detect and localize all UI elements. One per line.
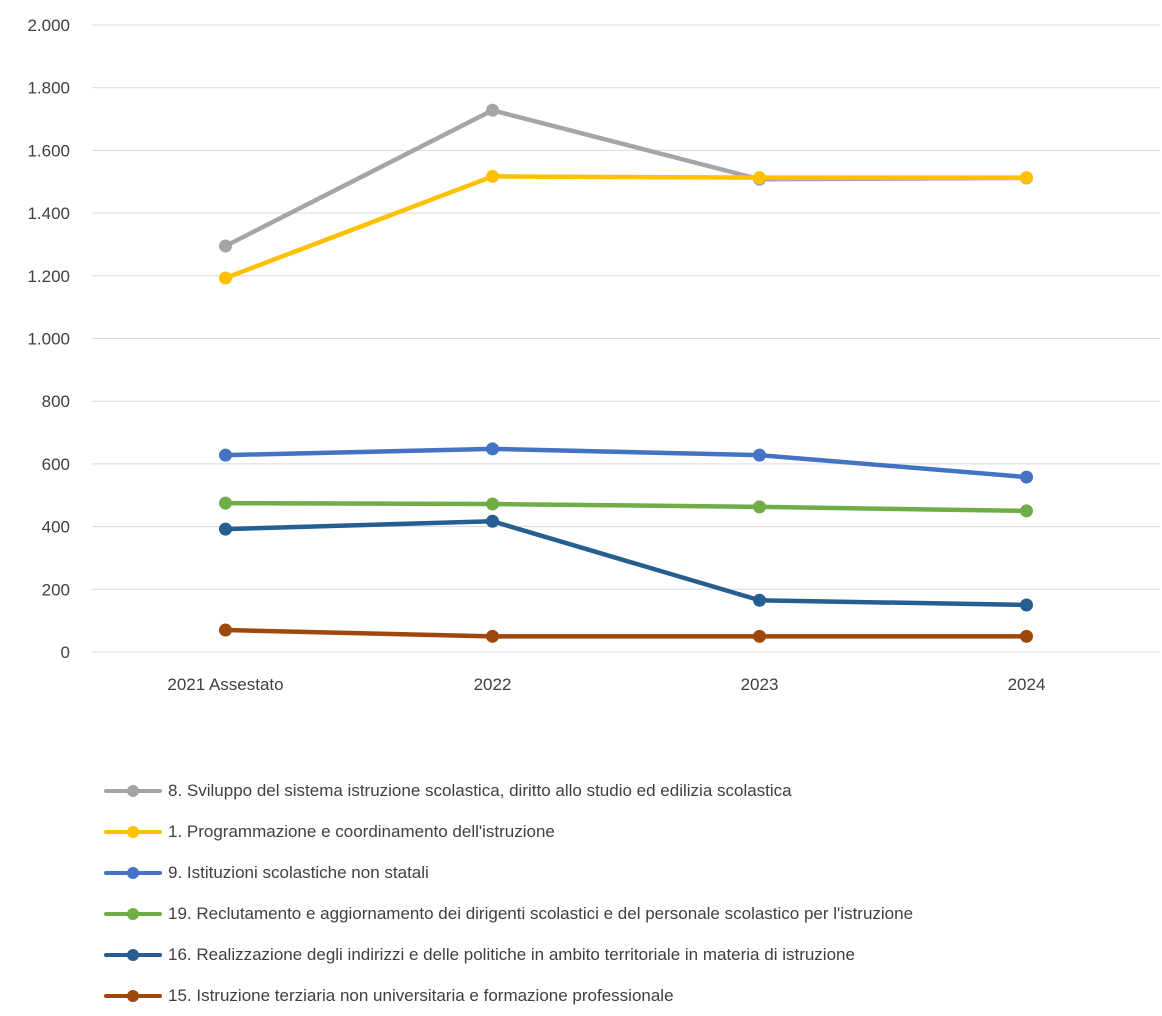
y-tick-label: 600 [42, 455, 70, 474]
x-tick-label: 2023 [741, 675, 779, 694]
data-point [486, 442, 499, 456]
series-line [223, 500, 1029, 514]
series-line [223, 174, 1029, 281]
series-line [223, 519, 1029, 608]
y-tick-label: 0 [61, 643, 70, 662]
x-tick-label: 2022 [474, 675, 512, 694]
data-point [219, 623, 232, 637]
data-point [1020, 598, 1033, 612]
legend: 8. Sviluppo del sistema istruzione scola… [104, 770, 913, 1016]
legend-item: 16. Realizzazione degli indirizzi e dell… [104, 934, 913, 975]
legend-swatch [104, 948, 162, 961]
legend-item: 8. Sviluppo del sistema istruzione scola… [104, 770, 913, 811]
y-tick-label: 2.000 [27, 16, 70, 35]
legend-swatch [104, 907, 162, 920]
data-point [486, 629, 499, 643]
legend-swatch [104, 989, 162, 1002]
data-point [219, 271, 232, 285]
legend-label: 19. Reclutamento e aggiornamento dei dir… [168, 903, 914, 923]
series-line [223, 446, 1029, 480]
data-point [753, 629, 766, 643]
y-tick-label: 1.600 [27, 141, 70, 160]
x-tick-label: 2021 Assestato [167, 675, 283, 694]
data-point [219, 496, 232, 510]
legend-label: 1. Programmazione e coordinamento dell'i… [168, 821, 555, 841]
data-point [753, 171, 766, 185]
data-point [1020, 171, 1033, 185]
legend-label: 16. Realizzazione degli indirizzi e dell… [168, 944, 855, 964]
data-point [486, 497, 499, 511]
data-point [1020, 629, 1033, 643]
x-axis-ticks: 2021 Assestato 2022 2023 2024 [167, 675, 1045, 694]
series-6 [219, 623, 1033, 643]
y-tick-label: 800 [42, 392, 70, 411]
legend-item: 9. Istituzioni scolastiche non statali [104, 852, 913, 893]
data-point [753, 500, 766, 514]
series-2 [219, 169, 1033, 285]
data-point [1020, 470, 1033, 484]
legend-item: 15. Istruzione terziaria non universitar… [104, 975, 913, 1016]
line-chart: 0 200 400 600 800 1.000 1.200 1.400 1.600 1.800 2.… [27, 16, 1160, 694]
data-point [486, 169, 499, 183]
data-point [1020, 504, 1033, 518]
y-tick-label: 1.000 [27, 330, 70, 349]
legend-swatch [104, 825, 162, 838]
y-tick-label: 1.800 [27, 79, 70, 98]
y-tick-label: 400 [42, 518, 70, 537]
legend-item: 19. Reclutamento e aggiornamento dei dir… [104, 893, 913, 934]
y-axis-ticks: 0 200 400 600 800 1.000 1.200 1.400 1.600 1.800 2.… [27, 16, 70, 662]
data-point [219, 522, 232, 536]
legend-label: 15. Istruzione terziaria non universitar… [168, 985, 674, 1005]
data-point [486, 103, 499, 117]
data-point [753, 593, 766, 607]
legend-swatch [104, 866, 162, 879]
series-group [219, 103, 1033, 643]
gridlines [92, 24, 1160, 653]
y-tick-label: 1.400 [27, 204, 70, 223]
legend-label: 9. Istituzioni scolastiche non statali [168, 862, 429, 882]
data-point [219, 239, 232, 253]
legend-label: 8. Sviluppo del sistema istruzione scola… [168, 780, 792, 800]
x-tick-label: 2024 [1008, 675, 1046, 694]
series-3 [219, 442, 1033, 484]
data-point [219, 448, 232, 462]
legend-swatch [104, 784, 162, 797]
y-tick-label: 1.200 [27, 267, 70, 286]
y-tick-label: 200 [42, 580, 70, 599]
series-4 [219, 496, 1033, 518]
data-point [486, 514, 499, 528]
series-5 [219, 514, 1033, 612]
series-line [223, 627, 1029, 639]
legend-item: 1. Programmazione e coordinamento dell'i… [104, 811, 913, 852]
data-point [753, 448, 766, 462]
